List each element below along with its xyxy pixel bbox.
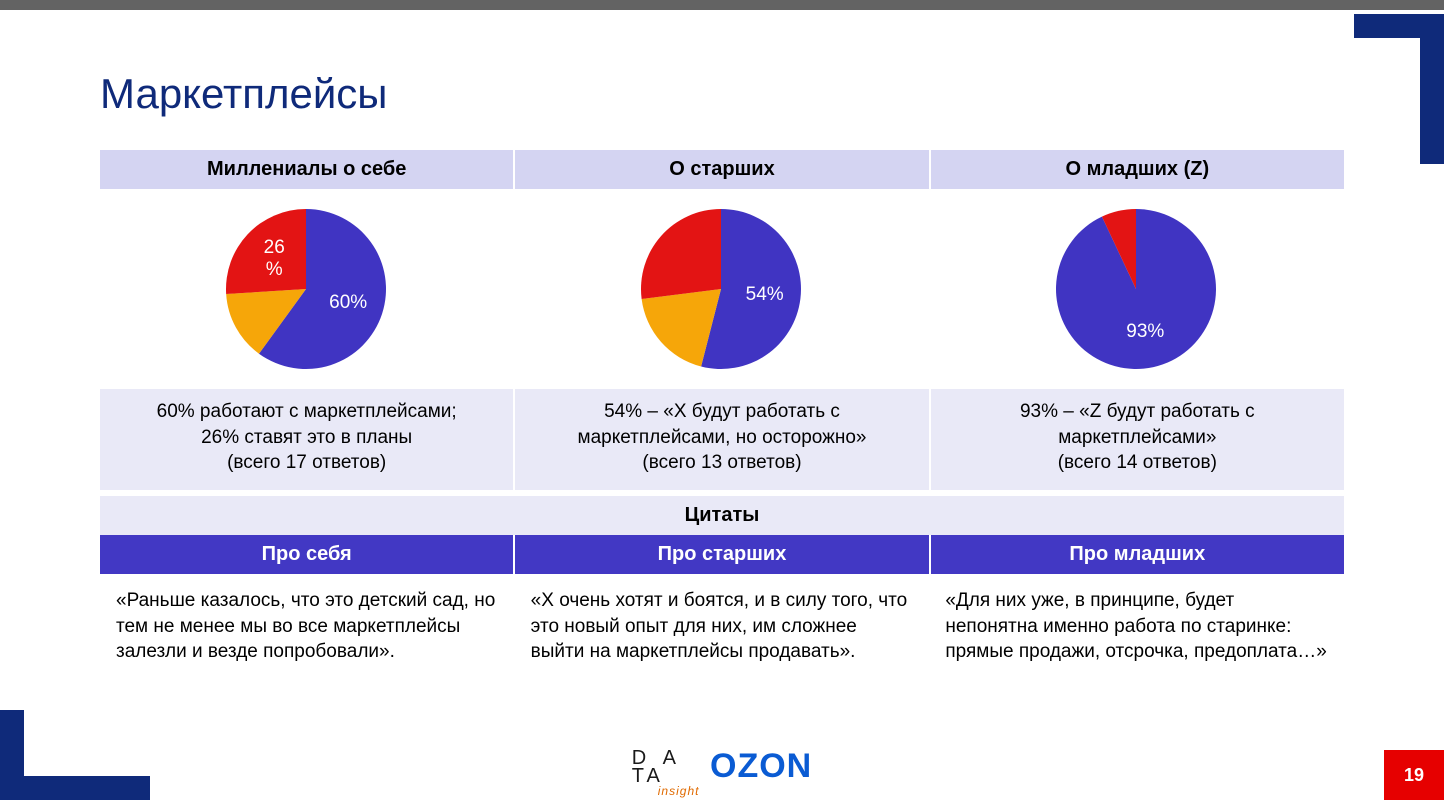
- top-bar: [0, 0, 1444, 10]
- pie-slice-label: 54%: [746, 284, 784, 306]
- logo-line: D A: [632, 749, 682, 767]
- column-header: О старших: [515, 150, 930, 189]
- logo-subtext: insight: [658, 786, 700, 797]
- quote-text: «X очень хотят и боятся, и в силу того, …: [515, 574, 930, 675]
- corner-decoration-top-right: [1354, 14, 1444, 164]
- content-area: Миллениалы о себе О старших О младших (Z…: [100, 150, 1344, 675]
- pie-chart: 60% 26%: [216, 199, 396, 379]
- quote-headers-row: Про себя Про старших Про младших: [100, 535, 1344, 574]
- chart-description: 93% – «Z будут работать смаркетплейсами»…: [931, 389, 1344, 490]
- quote-text: «Для них уже, в принципе, будет непонятн…: [929, 574, 1344, 675]
- headers-row: Миллениалы о себе О старших О младших (Z…: [100, 150, 1344, 189]
- page-number: 19: [1384, 750, 1444, 800]
- quote-column-header: Про себя: [100, 535, 515, 574]
- quote-text: «Раньше казалось, что это детский сад, н…: [100, 574, 515, 675]
- pie-chart-container: 60% 26%: [100, 189, 515, 389]
- pie-slice: [641, 209, 721, 299]
- pie-slice-label: 60%: [329, 292, 367, 314]
- column-header: О младших (Z): [931, 150, 1344, 189]
- pie-chart: 93%: [1046, 199, 1226, 379]
- descriptions-row: 60% работают с маркетплейсами;26% ставят…: [100, 389, 1344, 490]
- chart-description: 54% – «X будут работать смаркетплейсами,…: [515, 389, 930, 490]
- pie-svg: [1046, 199, 1226, 379]
- pie-svg: [216, 199, 396, 379]
- pie-slice-label: 93%: [1126, 321, 1164, 343]
- ozon-logo: OZON: [710, 747, 812, 786]
- pie-chart: 54%: [631, 199, 811, 379]
- pie-chart-container: 93%: [929, 189, 1344, 389]
- data-insight-logo: D A TA insight: [632, 749, 682, 785]
- column-header: Миллениалы о себе: [100, 150, 515, 189]
- quote-column-header: Про младших: [931, 535, 1344, 574]
- logo-line: TA: [632, 767, 682, 785]
- quotes-row: «Раньше казалось, что это детский сад, н…: [100, 574, 1344, 675]
- quotes-section-header: Цитаты: [100, 496, 1344, 535]
- pie-svg: [631, 199, 811, 379]
- pie-chart-container: 54%: [515, 189, 930, 389]
- pie-slice-label: 26%: [264, 237, 285, 281]
- charts-row: 60% 26% 54% 93%: [100, 189, 1344, 389]
- slide-title: Маркетплейсы: [100, 70, 387, 118]
- chart-description: 60% работают с маркетплейсами;26% ставят…: [100, 389, 515, 490]
- footer-logos: D A TA insight OZON: [0, 747, 1444, 786]
- quote-column-header: Про старших: [515, 535, 930, 574]
